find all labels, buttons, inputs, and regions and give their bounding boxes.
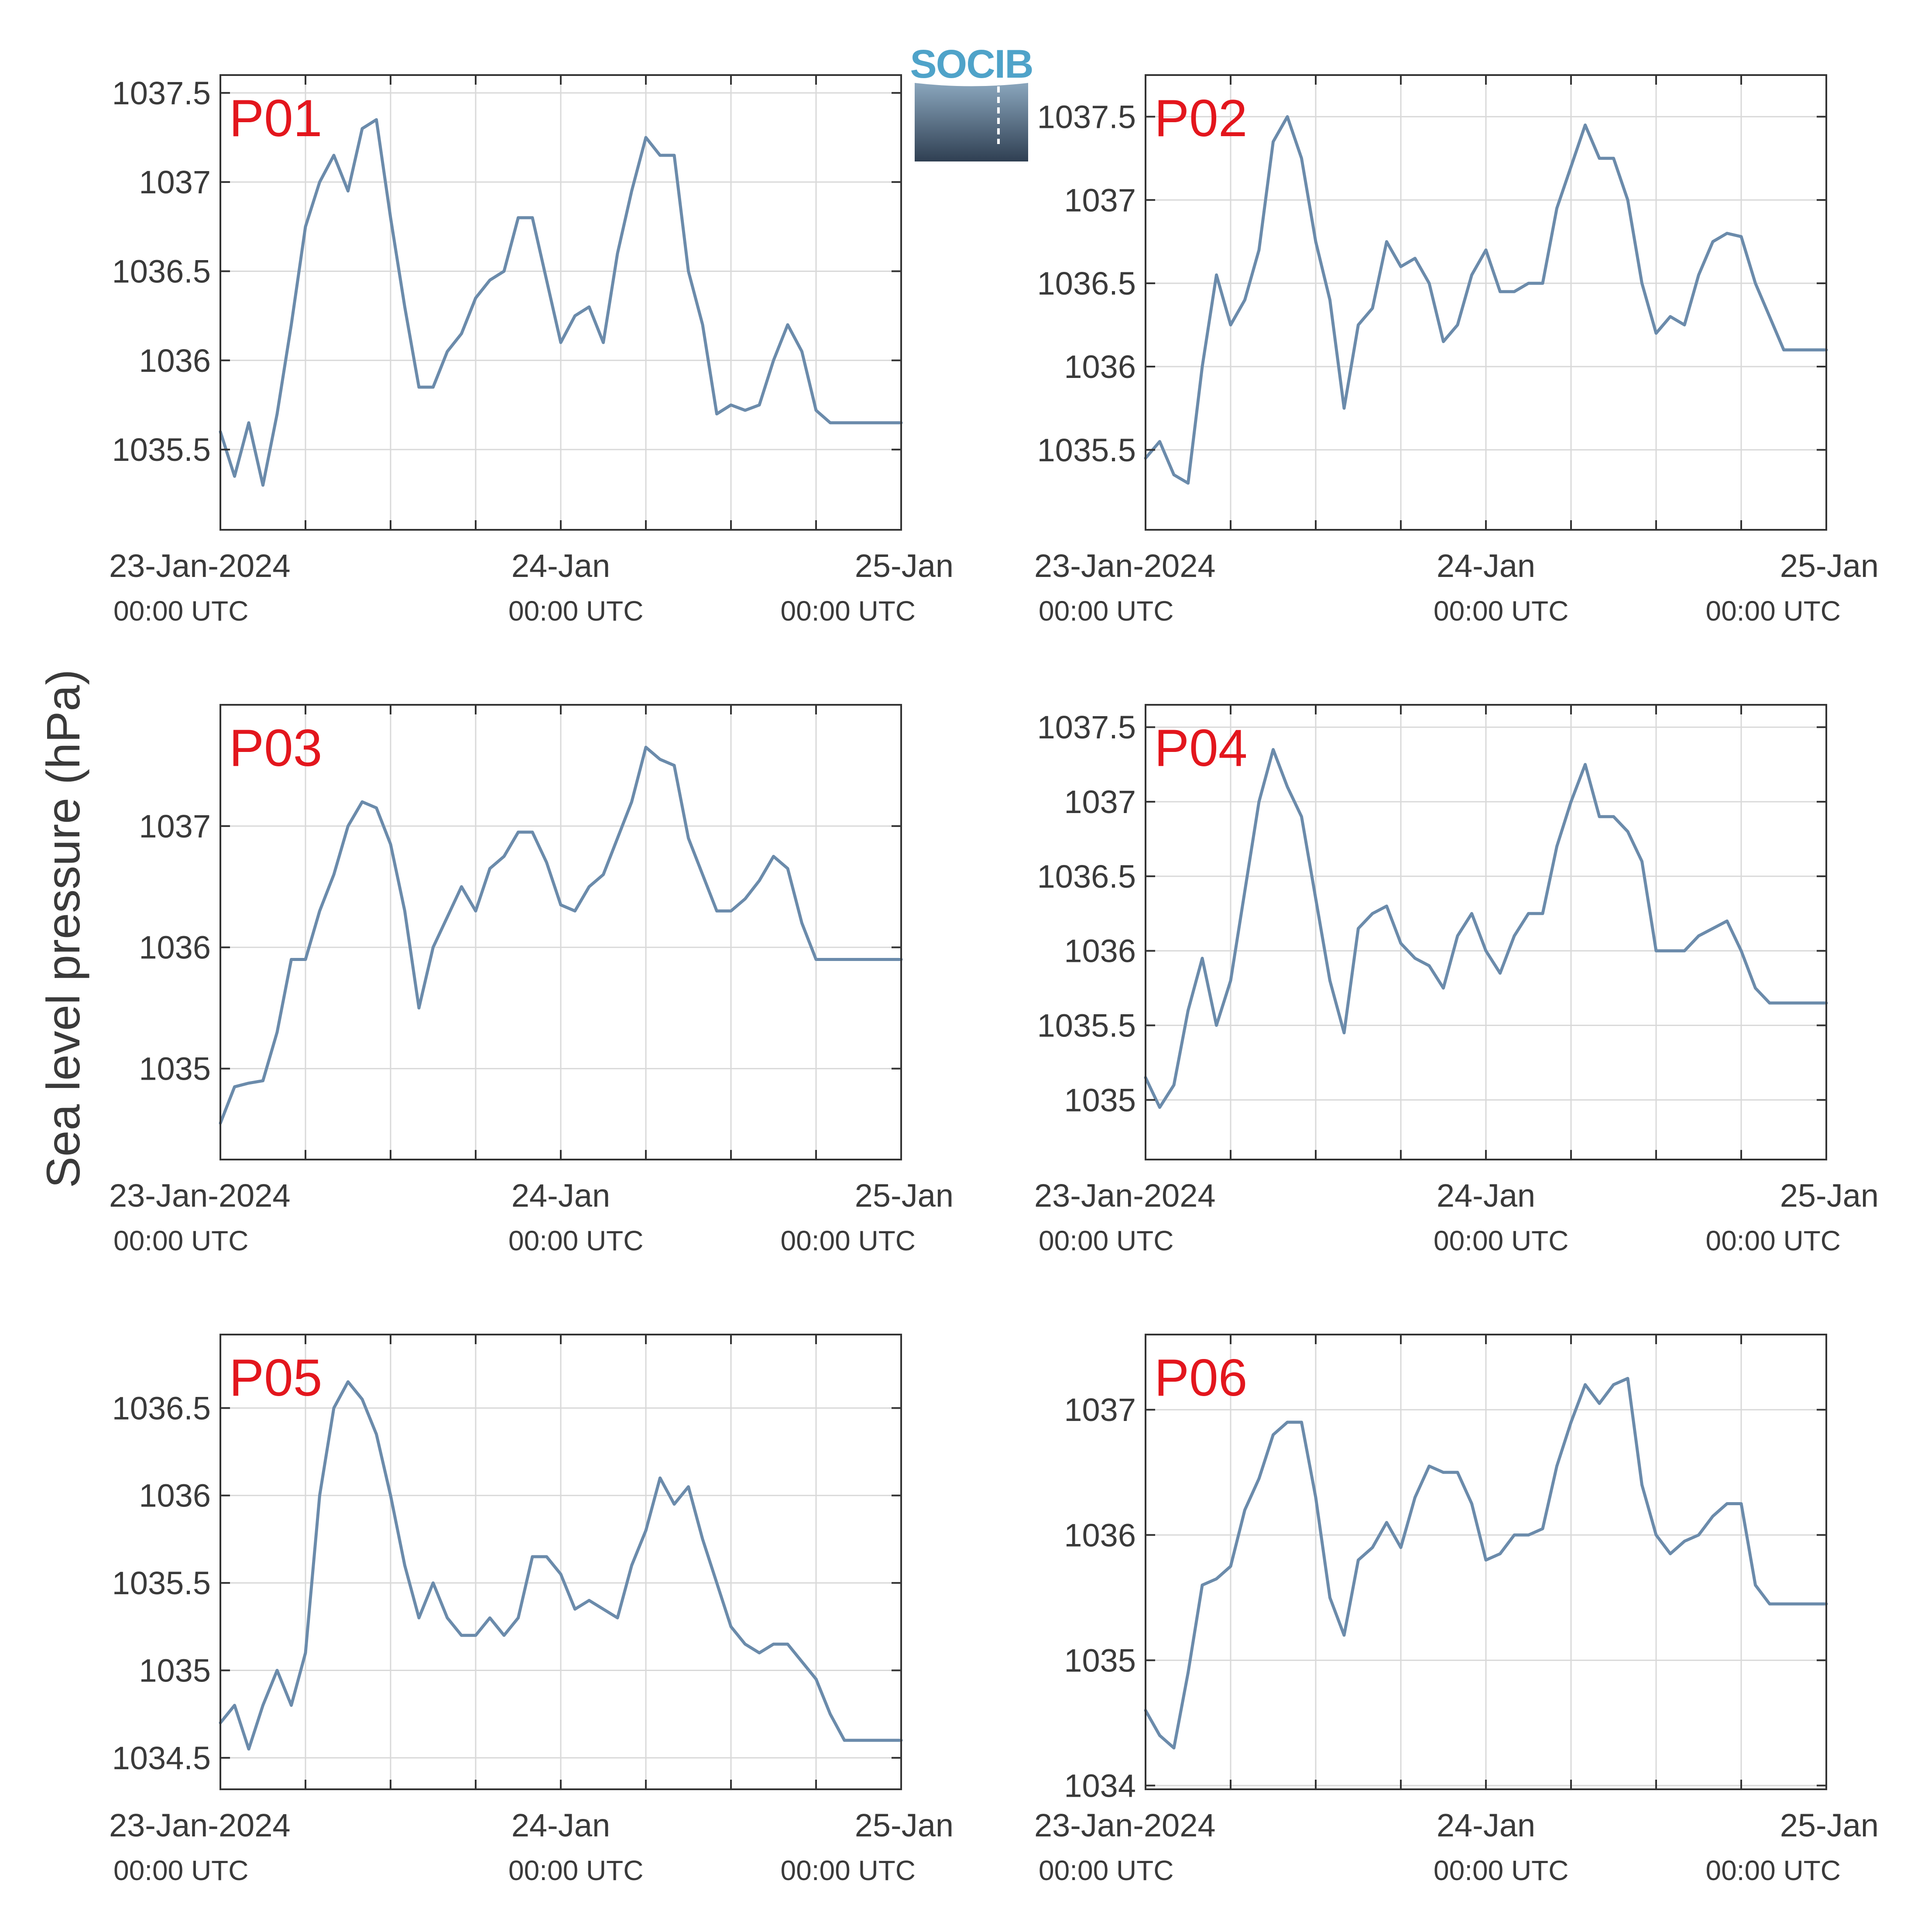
x-tick-sublabel: 00:00 UTC xyxy=(113,1225,248,1256)
panel-label: P05 xyxy=(229,1349,322,1407)
y-tick-label: 1035.5 xyxy=(112,432,211,468)
series-line xyxy=(1144,748,1828,1109)
x-tick-label: 25-Jan xyxy=(855,1807,954,1843)
x-tick-sublabel: 00:00 UTC xyxy=(781,1225,916,1256)
panel-label: P04 xyxy=(1154,719,1248,777)
y-tick-label: 1035.5 xyxy=(1037,432,1136,468)
y-tick-label: 1037.5 xyxy=(1037,709,1136,745)
x-tick-label: 25-Jan xyxy=(1780,1807,1879,1843)
x-tick-label: 24-Jan xyxy=(1437,1177,1535,1214)
panel-label: P06 xyxy=(1154,1349,1248,1407)
x-tick-label: 24-Jan xyxy=(511,1177,610,1214)
x-tick-label: 25-Jan xyxy=(1780,548,1879,584)
x-tick-sublabel: 00:00 UTC xyxy=(1434,595,1568,627)
x-tick-sublabel: 00:00 UTC xyxy=(508,1225,643,1256)
panel-p04: 1035 1035.5 1036 1036.5 1037 1037.5 23-Jan-202… xyxy=(1034,704,1879,1256)
y-tick-label: 1034.5 xyxy=(112,1740,211,1776)
x-tick-label: 23-Jan-2024 xyxy=(109,1177,291,1214)
x-tick-label: 23-Jan-2024 xyxy=(109,1807,291,1843)
x-tick-sublabel: 00:00 UTC xyxy=(1706,1855,1841,1886)
series-line xyxy=(219,745,903,1125)
y-axis-title: Sea level pressure (hPa) xyxy=(37,669,89,1188)
x-tick-sublabel: 00:00 UTC xyxy=(508,595,643,627)
x-tick-label: 24-Jan xyxy=(511,1807,610,1843)
x-tick-sublabel: 00:00 UTC xyxy=(781,1855,916,1886)
panel-label: P01 xyxy=(229,89,322,148)
y-tick-label: 1037 xyxy=(139,164,211,200)
socib-logo: SOCIB xyxy=(910,42,1034,161)
x-tick-sublabel: 00:00 UTC xyxy=(508,1855,643,1886)
y-tick-label: 1036 xyxy=(139,930,211,966)
panel-label: P03 xyxy=(229,719,322,777)
y-tick-label: 1034 xyxy=(1064,1767,1136,1804)
x-tick-sublabel: 00:00 UTC xyxy=(1434,1855,1568,1886)
panel-p02: 1035.5 1036 1036.5 1037 1037.5 23-Jan-2024 00:… xyxy=(1034,74,1879,627)
x-tick-sublabel: 00:00 UTC xyxy=(1039,595,1173,627)
series-line xyxy=(219,118,903,487)
y-tick-label: 1037.5 xyxy=(112,75,211,111)
logo-text: SOCIB xyxy=(910,42,1033,86)
x-tick-label: 23-Jan-2024 xyxy=(1034,548,1216,584)
y-tick-label: 1036 xyxy=(1064,933,1136,969)
series-line xyxy=(1144,115,1828,485)
y-tick-label: 1035 xyxy=(1064,1642,1136,1678)
y-tick-label: 1037 xyxy=(1064,182,1136,218)
x-tick-sublabel: 00:00 UTC xyxy=(781,595,916,627)
x-tick-label: 24-Jan xyxy=(511,548,610,584)
panel-label: P02 xyxy=(1154,89,1248,148)
panel-p06: 1034 1035 1036 1037 23-Jan-2024 00:00 UTC 24-J… xyxy=(1034,1334,1879,1886)
x-tick-sublabel: 00:00 UTC xyxy=(1039,1225,1173,1256)
x-tick-sublabel: 00:00 UTC xyxy=(1706,1225,1841,1256)
y-tick-label: 1036.5 xyxy=(112,1390,211,1426)
y-tick-label: 1035.5 xyxy=(112,1565,211,1601)
y-tick-label: 1035.5 xyxy=(1037,1008,1136,1044)
x-tick-label: 24-Jan xyxy=(1437,1807,1535,1843)
x-tick-label: 23-Jan-2024 xyxy=(1034,1177,1216,1214)
y-tick-label: 1037 xyxy=(1064,784,1136,820)
y-tick-label: 1037.5 xyxy=(1037,99,1136,135)
series-line xyxy=(1144,1377,1828,1750)
x-tick-sublabel: 00:00 UTC xyxy=(113,1855,248,1886)
panel-p01: 1035.5 1036 1036.5 1037 1037.5 23-Jan-2024 00:… xyxy=(109,74,954,627)
x-tick-label: 24-Jan xyxy=(1437,548,1535,584)
panels: 1035.5 1036 1036.5 1037 1037.5 23-Jan-2024 00:… xyxy=(109,74,1879,1886)
y-tick-label: 1035 xyxy=(139,1652,211,1688)
y-tick-label: 1036 xyxy=(1064,349,1136,385)
x-tick-label: 25-Jan xyxy=(855,1177,954,1214)
y-tick-label: 1036 xyxy=(139,343,211,379)
y-tick-label: 1035 xyxy=(1064,1082,1136,1118)
y-tick-label: 1037 xyxy=(1064,1392,1136,1428)
x-tick-label: 23-Jan-2024 xyxy=(1034,1807,1216,1843)
y-tick-label: 1037 xyxy=(139,808,211,844)
series-line xyxy=(219,1380,903,1751)
x-tick-sublabel: 00:00 UTC xyxy=(1706,595,1841,627)
panel-p05: 1034.5 1035 1035.5 1036 1036.5 23-Jan-2024 00:… xyxy=(109,1334,954,1886)
y-tick-label: 1036 xyxy=(1064,1517,1136,1553)
logo-wave xyxy=(915,83,1028,161)
x-tick-sublabel: 00:00 UTC xyxy=(1039,1855,1173,1886)
y-tick-label: 1036.5 xyxy=(1037,265,1136,302)
panel-p03: 1035 1036 1037 23-Jan-2024 00:00 UTC 24-Jan 00… xyxy=(109,704,954,1256)
y-tick-label: 1036.5 xyxy=(1037,858,1136,895)
y-tick-label: 1036.5 xyxy=(112,253,211,289)
x-tick-label: 25-Jan xyxy=(1780,1177,1879,1214)
x-tick-label: 25-Jan xyxy=(855,548,954,584)
y-tick-label: 1035 xyxy=(139,1051,211,1087)
x-tick-sublabel: 00:00 UTC xyxy=(1434,1225,1568,1256)
y-tick-label: 1036 xyxy=(139,1478,211,1514)
x-tick-sublabel: 00:00 UTC xyxy=(113,595,248,627)
x-tick-label: 23-Jan-2024 xyxy=(109,548,291,584)
